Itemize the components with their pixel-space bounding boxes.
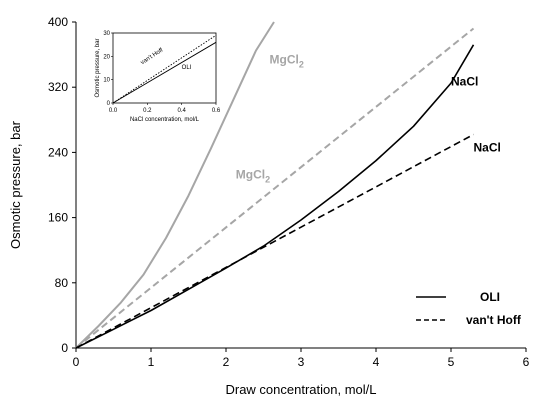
main-series — [75, 21, 475, 349]
inset-x-tick-label: 0.6 — [212, 108, 221, 114]
y-tick-label: 160 — [48, 211, 68, 225]
series-line-mgcl2-vanthoff — [75, 27, 475, 349]
inset-x-axis-label: NaCl concentration, mol/L — [130, 117, 200, 123]
series-line-nacl-oli — [75, 44, 475, 349]
annotation-text: MgCl — [270, 53, 299, 67]
main-x-axis-label: Draw concentration, mol/L — [225, 382, 376, 397]
x-tick-label: 1 — [148, 355, 155, 369]
series-line-nacl-vanthoff — [75, 133, 474, 349]
legend: OLI van't Hoff — [416, 290, 522, 327]
main-y-axis-label: Osmotic pressure, bar — [8, 120, 23, 249]
y-tick-label: 320 — [48, 80, 68, 94]
annotation-label: NaCl — [474, 141, 501, 155]
inset-series-line-inset-vanthoff — [112, 34, 217, 104]
inset-series — [112, 34, 217, 104]
inset-series-line-inset-oli — [112, 41, 217, 104]
x-tick-label: 5 — [448, 355, 455, 369]
inset-y-tick-label: 10 — [103, 78, 110, 84]
inset-x-tick-label: 0.4 — [177, 108, 186, 114]
annotation-label: NaCl — [451, 75, 478, 89]
inset-y-axis-label: Osmotic pressure, bar — [95, 38, 101, 97]
inset-annotation-label: OLI — [182, 65, 192, 71]
x-tick-label: 6 — [523, 355, 530, 369]
annotation-label: MgCl2 — [270, 53, 304, 70]
legend-label-vanthoff: van't Hoff — [466, 313, 522, 327]
annotation-text: MgCl — [236, 167, 265, 181]
inset-x-tick-label: 0.2 — [143, 108, 152, 114]
x-tick-label: 4 — [373, 355, 380, 369]
y-tick-label: 400 — [48, 15, 68, 29]
inset-y-tick-label: 20 — [103, 54, 110, 60]
y-tick-label: 240 — [48, 145, 68, 159]
x-tick-label: 0 — [73, 355, 80, 369]
annotation-text: NaCl — [451, 75, 478, 89]
annotation-subscript: 2 — [299, 60, 304, 70]
inset-y-tick-label: 0 — [107, 101, 111, 107]
y-tick-label: 0 — [61, 341, 68, 355]
y-tick-label: 80 — [55, 276, 69, 290]
x-tick-label: 2 — [223, 355, 230, 369]
annotation-label: MgCl2 — [236, 167, 270, 184]
annotation-subscript: 2 — [265, 174, 270, 184]
series-line-mgcl2-oli — [75, 21, 275, 349]
x-tick-label: 3 — [298, 355, 305, 369]
inset-frame — [112, 32, 217, 104]
inset-ticks: 0.0 0.2 0.4 0.6 0 10 20 30 — [103, 31, 221, 114]
inset-y-tick-label: 30 — [103, 31, 110, 37]
legend-label-oli: OLI — [480, 290, 500, 304]
annotation-text: NaCl — [474, 141, 501, 155]
inset-x-tick-label: 0.0 — [109, 108, 118, 114]
main-ticks: 0 1 2 3 4 5 6 0 80 160 240 320 400 — [48, 15, 530, 369]
